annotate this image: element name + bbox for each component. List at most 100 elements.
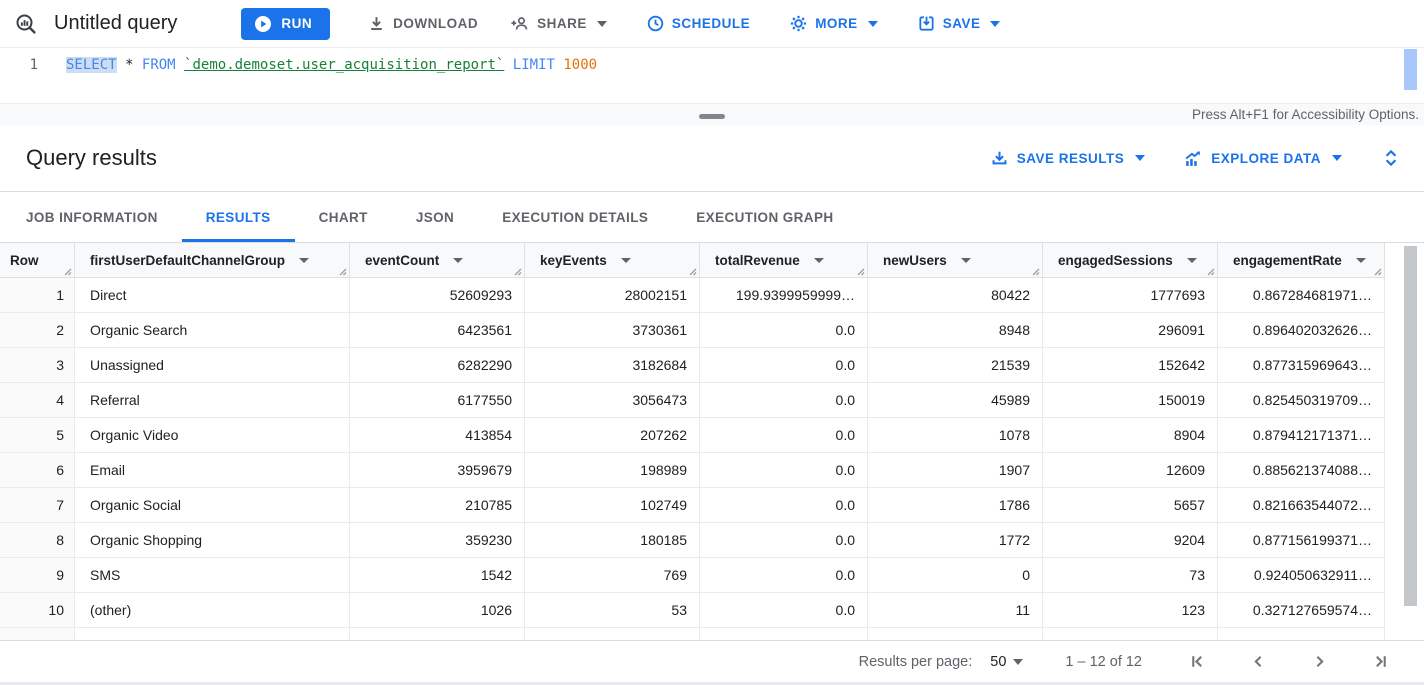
- sql-code-line[interactable]: SELECT * FROM `demo.demoset.user_acquisi…: [66, 55, 597, 75]
- column-header-newusers[interactable]: newUsers: [868, 243, 1043, 277]
- table-cell: 296091: [1043, 313, 1218, 347]
- query-title: Untitled query: [54, 12, 178, 34]
- row-number-cell: 7: [0, 488, 75, 522]
- chevron-down-icon: [1013, 658, 1024, 665]
- schedule-button[interactable]: SCHEDULE: [635, 6, 762, 42]
- save-icon: [918, 15, 935, 32]
- explore-data-label: EXPLORE DATA: [1211, 150, 1321, 166]
- table-cell: 1907: [868, 453, 1043, 487]
- table-cell: 207262: [525, 418, 700, 452]
- explore-data-button[interactable]: EXPLORE DATA: [1183, 150, 1342, 167]
- next-page-button[interactable]: [1310, 652, 1329, 671]
- sql-token: FROM: [141, 57, 176, 73]
- table-cell: 123: [1043, 593, 1218, 627]
- column-label: Row: [10, 252, 39, 268]
- tab-json[interactable]: JSON: [392, 192, 478, 242]
- table-row: 3 Unassigned 6282290 3182684 0.0 21539 152642 0…: [0, 348, 1385, 383]
- download-button[interactable]: DOWNLOAD: [356, 6, 490, 42]
- table-body: 1 Direct 52609293 28002151 199.9399959999… 80…: [0, 278, 1424, 640]
- results-title: Query results: [26, 145, 157, 170]
- chevron-down-icon: [990, 20, 1001, 27]
- table-cell: 73: [1043, 558, 1218, 592]
- column-header-totalrevenue[interactable]: totalRevenue: [700, 243, 868, 277]
- table-cell: 3182684: [525, 348, 700, 382]
- table-cell: 0.0: [700, 488, 868, 522]
- table-cell: 0.867284681971…: [1218, 278, 1385, 312]
- table-cell: 0.0: [700, 628, 868, 640]
- table-cell: 227: [350, 628, 525, 640]
- column-resize-handle[interactable]: [855, 266, 865, 276]
- table-cell: 21539: [868, 348, 1043, 382]
- expand-results-button[interactable]: [1384, 148, 1398, 168]
- table-row: 5 Organic Video 413854 207262 0.0 1078 8904 0.8…: [0, 418, 1385, 453]
- column-menu-caret-icon[interactable]: [620, 257, 631, 263]
- column-label: eventCount: [365, 252, 440, 268]
- column-resize-handle[interactable]: [1205, 266, 1215, 276]
- editor-scrollbar-thumb[interactable]: [1404, 49, 1417, 90]
- column-header-firstuserdefaultchannelgroup[interactable]: firstUserDefaultChannelGroup: [75, 243, 350, 277]
- table-cell: 1772: [868, 523, 1043, 557]
- column-resize-handle[interactable]: [1030, 266, 1040, 276]
- column-label: keyEvents: [540, 252, 607, 268]
- column-header-engagedsessions[interactable]: engagedSessions: [1043, 243, 1218, 277]
- column-menu-caret-icon[interactable]: [299, 257, 310, 263]
- save-button[interactable]: SAVE: [906, 6, 1013, 42]
- tab-results[interactable]: RESULTS: [181, 192, 295, 242]
- table-cell: 1542: [350, 558, 525, 592]
- previous-page-button[interactable]: [1249, 652, 1268, 671]
- save-results-button[interactable]: SAVE RESULTS: [991, 150, 1146, 167]
- tab-job-information[interactable]: JOB INFORMATION: [2, 192, 182, 242]
- column-menu-caret-icon[interactable]: [1186, 257, 1197, 263]
- table-row: 9 SMS 1542 769 0.0 0 73 0.924050632911…: [0, 558, 1385, 593]
- column-header-eventcount[interactable]: eventCount: [350, 243, 525, 277]
- page-size-select[interactable]: 50: [990, 654, 1024, 670]
- row-number-cell: 2: [0, 313, 75, 347]
- table-cell: 0.0: [700, 593, 868, 627]
- column-resize-handle[interactable]: [337, 266, 347, 276]
- splitter-drag-handle[interactable]: [699, 114, 725, 119]
- tab-execution-details[interactable]: EXECUTION DETAILS: [478, 192, 672, 242]
- column-resize-handle[interactable]: [512, 266, 522, 276]
- column-menu-caret-icon[interactable]: [813, 257, 824, 263]
- table-cell: 5657: [1043, 488, 1218, 522]
- download-icon: [991, 150, 1008, 167]
- table-cell: Paid Social: [75, 628, 350, 640]
- table-cell: 1078: [868, 418, 1043, 452]
- table-cell: Organic Shopping: [75, 523, 350, 557]
- column-header-keyevents[interactable]: keyEvents: [525, 243, 700, 277]
- column-resize-handle[interactable]: [62, 266, 72, 276]
- column-label: newUsers: [883, 252, 947, 268]
- table-cell: 0.885621374088…: [1218, 453, 1385, 487]
- table-row: 7 Organic Social 210785 102749 0.0 1786 5657 0.…: [0, 488, 1385, 523]
- column-header-engagementrate[interactable]: engagementRate: [1218, 243, 1385, 277]
- column-resize-handle[interactable]: [687, 266, 697, 276]
- clock-icon: [647, 15, 664, 32]
- sql-table-link[interactable]: `demo.demoset.user_acquisition_report`: [184, 57, 505, 73]
- last-page-button[interactable]: [1371, 652, 1390, 671]
- table-scrollbar-thumb[interactable]: [1404, 246, 1417, 606]
- tab-label: JOB INFORMATION: [26, 209, 158, 225]
- column-resize-handle[interactable]: [1372, 266, 1382, 276]
- table-cell: Organic Search: [75, 313, 350, 347]
- table-cell: Organic Video: [75, 418, 350, 452]
- column-menu-caret-icon[interactable]: [960, 257, 971, 263]
- more-button[interactable]: MORE: [778, 6, 890, 42]
- sql-editor[interactable]: 1 SELECT * FROM `demo.demoset.user_acqui…: [0, 48, 1424, 103]
- row-number-cell: 4: [0, 383, 75, 417]
- table-cell: 0.0: [700, 418, 868, 452]
- share-button[interactable]: SHARE: [498, 6, 619, 42]
- query-toolbar: Untitled query RUN DOWNLOAD: [0, 0, 1424, 48]
- chevron-down-icon: [1135, 155, 1146, 161]
- first-page-button[interactable]: [1188, 652, 1207, 671]
- column-menu-caret-icon[interactable]: [1355, 257, 1366, 263]
- run-button[interactable]: RUN: [241, 7, 331, 40]
- column-menu-caret-icon[interactable]: [453, 257, 464, 263]
- results-per-page-label: Results per page:: [858, 653, 973, 670]
- table-cell: Unassigned: [75, 348, 350, 382]
- results-table: Row firstUserDefaultChannelGroup eventCoun…: [0, 243, 1424, 640]
- tab-execution-graph[interactable]: EXECUTION GRAPH: [672, 192, 857, 242]
- table-cell: 3: [1043, 628, 1218, 640]
- tab-chart[interactable]: CHART: [295, 192, 392, 242]
- table-cell: 413854: [350, 418, 525, 452]
- table-cell: 1786: [868, 488, 1043, 522]
